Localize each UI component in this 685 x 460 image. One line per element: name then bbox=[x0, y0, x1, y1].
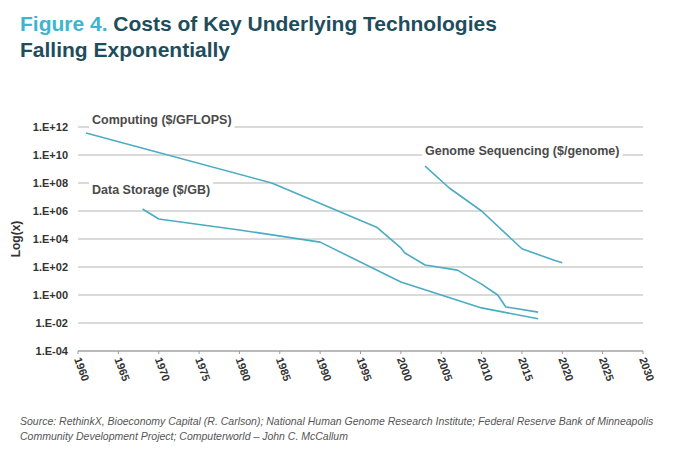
x-tick-label: 1980 bbox=[234, 356, 254, 383]
x-tick bbox=[239, 351, 240, 354]
grid bbox=[78, 127, 643, 351]
title: Costs of Key Underlying Technologies bbox=[113, 12, 497, 35]
y-tick-label: 1.E+06 bbox=[33, 205, 68, 217]
y-axis-title: Log(x) bbox=[9, 221, 23, 258]
series-line bbox=[143, 209, 539, 319]
grid-line bbox=[78, 267, 643, 268]
x-tick bbox=[158, 351, 159, 354]
x-tick bbox=[78, 351, 79, 354]
x-tick-label: 2025 bbox=[597, 356, 617, 383]
grid-line bbox=[78, 295, 643, 296]
series-label: Genome Sequencing ($/genome) bbox=[425, 144, 619, 158]
x-tick-label: 2030 bbox=[637, 356, 657, 383]
y-tick-label: 1.E-02 bbox=[36, 317, 68, 329]
series-line bbox=[86, 133, 538, 312]
x-tick bbox=[118, 351, 119, 354]
y-tick-label: 1.E+12 bbox=[33, 121, 68, 133]
x-tick bbox=[279, 351, 280, 354]
x-tick-label: 2010 bbox=[476, 356, 496, 383]
figure-label: Figure 4. bbox=[20, 12, 113, 35]
x-tick-label: 1975 bbox=[193, 356, 213, 383]
x-tick bbox=[199, 351, 200, 354]
x-tick bbox=[481, 351, 482, 354]
y-tick-label: 1.E+04 bbox=[33, 233, 69, 245]
x-tick-label: 1985 bbox=[274, 356, 294, 383]
x-tick-label: 1960 bbox=[72, 356, 92, 383]
y-tick-label: 1.E-04 bbox=[36, 345, 69, 357]
x-tick bbox=[643, 351, 644, 354]
series-label: Data Storage ($/GB) bbox=[92, 183, 210, 197]
series-label: Computing ($/GFLOPS) bbox=[92, 113, 232, 127]
series-label-bg bbox=[89, 181, 213, 200]
series-label-bg bbox=[89, 111, 235, 130]
x-tick-label: 1970 bbox=[153, 356, 173, 383]
grid-line bbox=[78, 239, 643, 240]
x-tick-label: 2005 bbox=[435, 356, 455, 383]
x-tick bbox=[441, 351, 442, 354]
chart: Figure 4. Costs of Key Underlying Techno… bbox=[0, 0, 685, 460]
y-tick-label: 1.E+02 bbox=[33, 261, 68, 273]
y-tick-label: 1.E+08 bbox=[33, 177, 68, 189]
x-tick bbox=[400, 351, 401, 354]
title: Falling Exponentially bbox=[20, 38, 230, 61]
x-tick bbox=[562, 351, 563, 354]
grid-line bbox=[78, 323, 643, 324]
x-tick-label: 2015 bbox=[516, 356, 536, 383]
x-tick-label: 2020 bbox=[556, 356, 576, 383]
x-tick-label: 1990 bbox=[314, 356, 334, 383]
x-tick-label: 1995 bbox=[355, 356, 375, 383]
x-tick bbox=[521, 351, 522, 354]
x-tick-label: 1965 bbox=[112, 356, 132, 383]
x-tick bbox=[360, 351, 361, 354]
series-line bbox=[425, 166, 562, 263]
y-tick-label: 1.E+10 bbox=[33, 149, 68, 161]
source: Community Development Project; Computerw… bbox=[20, 430, 348, 442]
x-tick bbox=[320, 351, 321, 354]
series-label-bg bbox=[422, 142, 622, 161]
y-tick-label: 1.E+00 bbox=[33, 289, 68, 301]
x-tick bbox=[602, 351, 603, 354]
x-tick-label: 2000 bbox=[395, 356, 415, 383]
lines bbox=[86, 133, 562, 319]
grid-line bbox=[78, 211, 643, 212]
source: Source: RethinkX, Bioeconomy Capital (R.… bbox=[20, 415, 654, 427]
title: Figure 4. Costs of Key Underlying Techno… bbox=[20, 12, 497, 35]
